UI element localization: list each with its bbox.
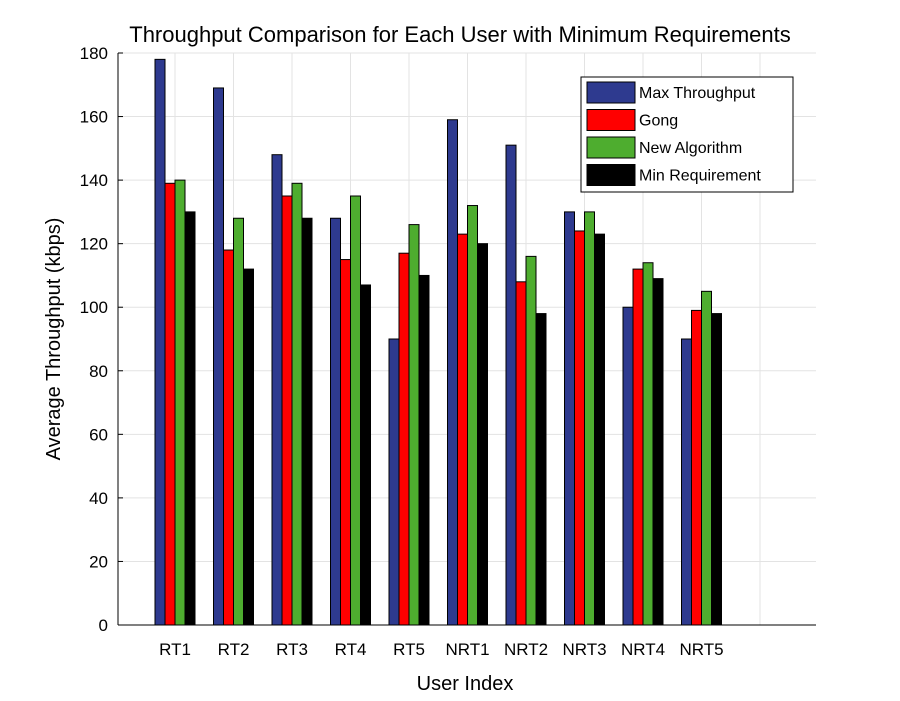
bar-new-algorithm-rt4 [350,195,361,626]
y-tick-label: 0 [99,616,108,635]
y-tick-label: 20 [89,552,108,571]
x-tick-label: NRT1 [445,640,489,659]
bar-gong-nrt3 [574,230,585,626]
x-tick-label: NRT2 [504,640,548,659]
axes [117,52,816,626]
bar-gong-nrt2 [515,281,527,626]
y-tick-label: 140 [80,171,108,190]
y-tick-label: 160 [80,108,108,127]
bar-max-throughput-nrt3 [564,211,575,626]
bar-min-requirement-nrt3 [594,233,605,626]
bar-min-requirement-nrt5 [711,313,722,626]
bar-new-algorithm-rt1 [174,179,186,626]
y-tick-label: 80 [89,362,108,381]
x-tick-label: RT1 [159,640,191,659]
bar-gong-rt3 [281,195,293,626]
bar-new-algorithm-nrt2 [525,255,537,626]
bar-max-throughput-rt1 [154,58,166,626]
y-tick-label: 40 [89,489,108,508]
bar-new-algorithm-nrt5 [701,290,712,626]
bar-new-algorithm-rt2 [233,217,244,626]
bar-max-throughput-rt2 [213,87,224,626]
x-tick-label: RT5 [393,640,425,659]
bar-gong-rt2 [223,249,234,626]
bar-min-requirement-nrt1 [477,243,488,626]
bar-gong-nrt1 [457,233,468,626]
legend-swatch [586,164,636,186]
bar-gong-rt5 [398,252,410,626]
legend-label: Min Requirement [639,168,761,185]
bar-min-requirement-rt4 [360,284,371,626]
bar-max-throughput-nrt1 [447,119,458,626]
y-tick-labels: 0 20 40 60 80 100 120 140 160 180 [80,44,108,635]
bar-max-throughput-nrt4 [622,306,634,626]
x-tick-label: RT2 [218,640,250,659]
x-axis-label: User Index [417,673,514,695]
bar-min-requirement-rt3 [301,217,313,626]
bar-min-requirement-rt5 [418,274,430,626]
x-tick-label: NRT4 [621,640,665,659]
bar-max-throughput-nrt2 [505,144,517,626]
legend-swatch [586,81,636,104]
bar-gong-nrt4 [632,268,644,626]
bar-new-algorithm-nrt1 [467,205,478,626]
x-tick-label: RT4 [335,640,367,659]
bar-min-requirement-rt1 [184,211,196,626]
bar-new-algorithm-rt5 [408,224,420,626]
bar-new-algorithm-rt3 [291,182,303,626]
bar-gong-rt4 [340,259,351,626]
bar-min-requirement-nrt2 [535,313,547,626]
bar-max-throughput-nrt5 [681,338,692,626]
y-tick-label: 100 [80,298,108,317]
bar-max-throughput-rt5 [388,338,400,626]
bar-gong-nrt5 [691,309,702,626]
y-axis-label: Average Throughput (kbps) [43,218,65,461]
x-tick-labels: RT1 RT2 RT3 RT4 RT5 NRT1 NRT2 NRT3 NRT4 NRT5 [159,640,723,659]
bar-min-requirement-nrt4 [652,278,664,626]
bar-min-requirement-rt2 [243,268,254,626]
bar-max-throughput-rt3 [271,154,283,626]
legend-label: New Algorithm [639,140,742,157]
legend-swatch [586,136,636,159]
x-tick-label: NRT3 [562,640,606,659]
legend-swatch [586,109,636,131]
bar-max-throughput-rt4 [330,217,341,626]
y-tick-label: 60 [89,425,108,444]
x-tick-label: RT3 [276,640,308,659]
legend-label: Gong [639,113,678,130]
chart-title: Throughput Comparison for Each User with… [129,22,790,47]
legend-label: Max Throughput [639,85,756,102]
x-tick-label: NRT5 [679,640,723,659]
bar-new-algorithm-nrt4 [642,262,654,626]
bar-new-algorithm-nrt3 [584,211,595,626]
y-tick-label: 180 [80,44,108,63]
legend: Max Throughput Gong New Algorithm Min Requi… [580,76,794,193]
bars [154,58,722,626]
y-tick-label: 120 [80,235,108,254]
bar-gong-rt1 [164,182,176,626]
